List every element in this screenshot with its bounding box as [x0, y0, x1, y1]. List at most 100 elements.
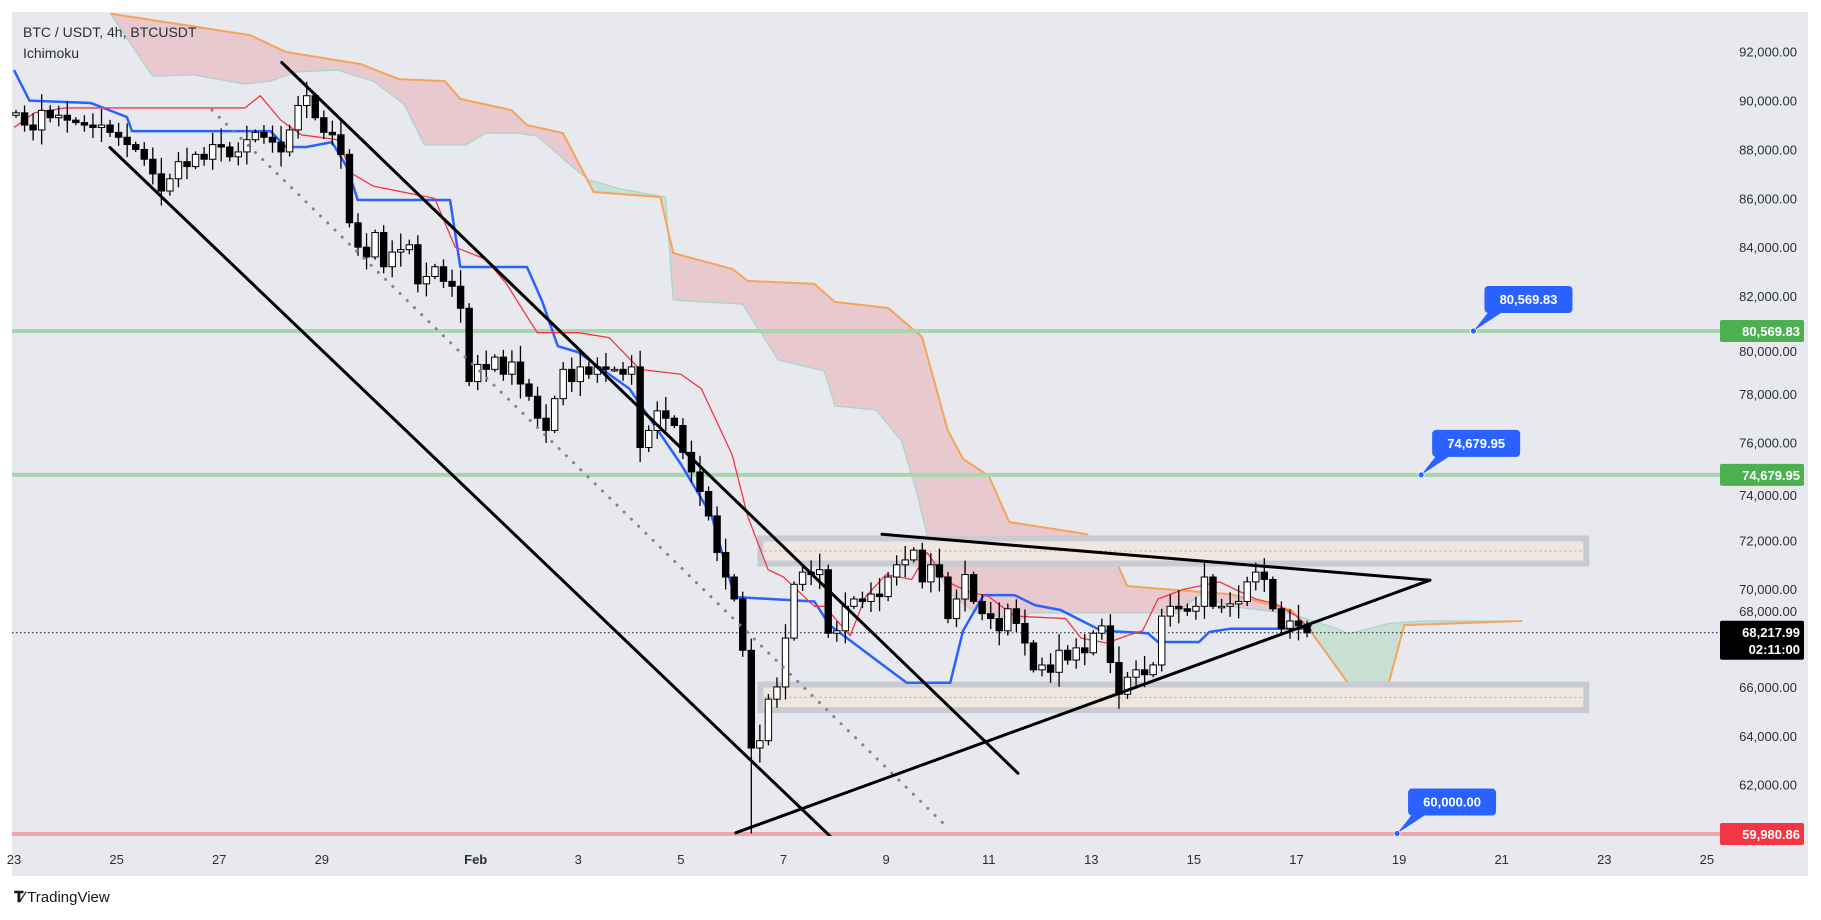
cloud-segment [766, 281, 770, 348]
price-zones [757, 535, 1590, 714]
cloud-segment [433, 80, 437, 146]
candle [619, 362, 627, 381]
candle [1286, 609, 1294, 639]
candle [1294, 604, 1303, 641]
candle-body-up [422, 276, 431, 285]
candle-body-up [208, 144, 217, 160]
candle-body-down [969, 574, 978, 602]
cloud-segment [846, 302, 850, 408]
cloud-segment [930, 370, 935, 561]
price-callout[interactable]: 60,000.00 [1393, 788, 1497, 837]
candle [1098, 618, 1106, 640]
candle [995, 602, 1003, 646]
candle [294, 95, 302, 139]
cloud-segment [384, 73, 388, 93]
candle [1081, 633, 1089, 666]
candle [260, 125, 268, 144]
candle [987, 601, 995, 630]
cloud-segment [302, 54, 306, 73]
symbol-title[interactable]: BTC / USDT, 4h, BTCUSDT [23, 24, 197, 40]
price-tick-label: 84,000.00 [1739, 240, 1797, 255]
candle-body-up [1158, 615, 1166, 666]
cloud-segment [510, 109, 514, 134]
candle [1046, 653, 1055, 683]
candle-body-up [884, 576, 892, 598]
cloud-segment [1328, 625, 1332, 661]
candle-body-down [456, 285, 465, 309]
cloud-segment [425, 79, 429, 146]
candle-body-down [157, 173, 166, 192]
date-tick-label: 27 [212, 852, 226, 867]
candle-body-down [63, 114, 71, 121]
cloud-segment [853, 303, 858, 409]
cloud-segment [371, 68, 375, 83]
cloud-segment [315, 56, 319, 72]
cloud-segment [777, 281, 781, 362]
price-tick-label: 70,000.00 [1739, 582, 1797, 597]
cloud-segment [864, 304, 868, 410]
tradingview-logo[interactable]: 𝐓∕ TradingView [14, 889, 110, 906]
candle-body-up [1072, 647, 1080, 661]
price-axis[interactable]: 92,000.00 90,000.00 88,000.00 86,000.00 84,0… [1739, 45, 1797, 793]
candle-body-up [388, 251, 396, 268]
candle-body-down [516, 361, 525, 385]
cloud-segment [492, 105, 496, 134]
cloud-segment [233, 32, 237, 83]
price-callout[interactable]: 80,569.83 [1470, 285, 1573, 335]
candle [20, 105, 29, 132]
time-axis[interactable]: 23 25 27 29 Feb 3 5 7 9 11 13 15 17 19 21 23 25 [7, 852, 1714, 867]
ichimoku-cloud [109, 12, 1523, 684]
cloud-segment [1146, 587, 1150, 614]
cloud-segment [1218, 592, 1222, 604]
cloud-segment [674, 253, 678, 301]
date-tick-label: 17 [1289, 852, 1303, 867]
candle-body-up [405, 244, 414, 251]
candle-body-up [371, 232, 379, 258]
price-tick-label: 82,000.00 [1739, 289, 1797, 304]
candle [37, 94, 46, 145]
price-tick-label: 62,000.00 [1739, 778, 1797, 793]
candle-body-up [1166, 605, 1174, 617]
candle-body-up [431, 266, 439, 278]
current-price-badge [1720, 620, 1804, 660]
price-badge-support [1720, 823, 1804, 846]
cloud-segment [800, 282, 804, 367]
cloud-segment [246, 34, 250, 85]
candle [533, 386, 542, 427]
candle-body-down [670, 417, 679, 427]
cloud-segment [823, 291, 827, 377]
cloud-segment [859, 304, 863, 409]
candle [106, 119, 114, 137]
candle-body-up [910, 549, 918, 561]
price-tick-label: 68,000.00 [1739, 604, 1797, 619]
cloud-segment [774, 281, 778, 360]
cloud-segment [228, 31, 232, 82]
candle [174, 152, 183, 188]
cloud-segment [736, 271, 740, 305]
cloud-segment [389, 75, 393, 97]
candle [285, 124, 294, 157]
date-tick-label: 13 [1084, 852, 1098, 867]
cloud-segment [320, 57, 324, 72]
candle [1089, 630, 1097, 656]
candle-body-up [961, 574, 969, 600]
cloud-segment [458, 97, 463, 146]
cloud-segment [387, 74, 391, 95]
cloud-segment [207, 28, 211, 79]
candle [226, 141, 234, 162]
candle [12, 109, 20, 118]
cloud-segment [1113, 558, 1117, 614]
trendlines [108, 60, 1432, 836]
candle [1234, 585, 1243, 619]
candle-body-up [234, 151, 243, 158]
candle [1252, 562, 1260, 591]
candle [867, 582, 875, 612]
cloud-segment [897, 315, 901, 441]
cloud-segment [343, 60, 347, 74]
price-tick-label: 86,000.00 [1739, 191, 1797, 206]
cloud-segment [900, 317, 904, 447]
candle-body-down [123, 136, 131, 146]
indicator-label[interactable]: Ichimoku [23, 45, 79, 61]
price-callout[interactable]: 74,679.95 [1417, 429, 1521, 479]
